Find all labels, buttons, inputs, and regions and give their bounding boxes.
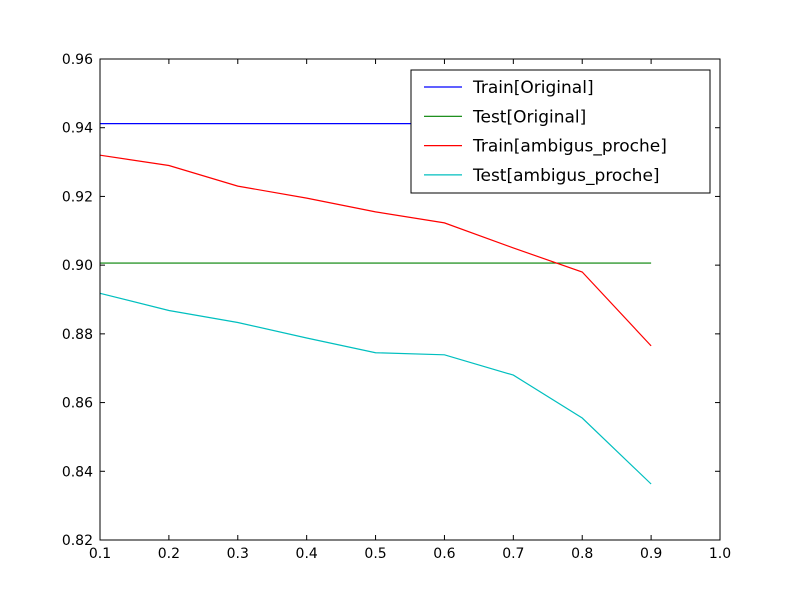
- legend: Train[Original] Test[Original] Train[ambig…: [410, 69, 711, 194]
- y-tick-label: 0.86: [62, 396, 93, 412]
- x-tick-label: 0.4: [296, 546, 318, 562]
- x-tick-label: 0.6: [433, 546, 455, 562]
- x-tick-label: 0.1: [89, 546, 111, 562]
- x-tick-label: 0.3: [227, 546, 249, 562]
- x-tick-label: 1.0: [709, 546, 731, 562]
- y-tick-label: 0.88: [62, 327, 93, 343]
- legend-box: [410, 69, 711, 194]
- plot-frame: [99, 58, 721, 541]
- y-tick-label: 0.90: [62, 258, 93, 274]
- axis-ticks: 0.1 0.2 0.3 0.4 0.5 0.6 0.7 0.8 0.9 1.0 0.82 0.84 0.…: [62, 52, 731, 562]
- series-line-3: [99, 154, 652, 347]
- y-tick-label: 0.96: [62, 52, 93, 68]
- legend-label-2: Test[Original]: [472, 107, 586, 127]
- y-tick-label: 0.84: [62, 464, 93, 480]
- legend-label-3: Train[ambigus_proche]: [472, 137, 667, 157]
- legend-label-4: Test[ambigus_proche]: [472, 166, 660, 186]
- x-tick-label: 0.2: [158, 546, 180, 562]
- legend-label-1: Train[Original]: [472, 78, 594, 98]
- x-tick-label: 0.9: [640, 546, 662, 562]
- x-tick-label: 0.8: [571, 546, 593, 562]
- x-tick-label: 0.7: [502, 546, 524, 562]
- y-tick-label: 0.92: [62, 189, 93, 205]
- y-tick-label: 0.94: [62, 121, 93, 137]
- y-tick-label: 0.82: [62, 533, 93, 549]
- x-tick-label: 0.5: [364, 546, 386, 562]
- series-line-4: [99, 292, 652, 485]
